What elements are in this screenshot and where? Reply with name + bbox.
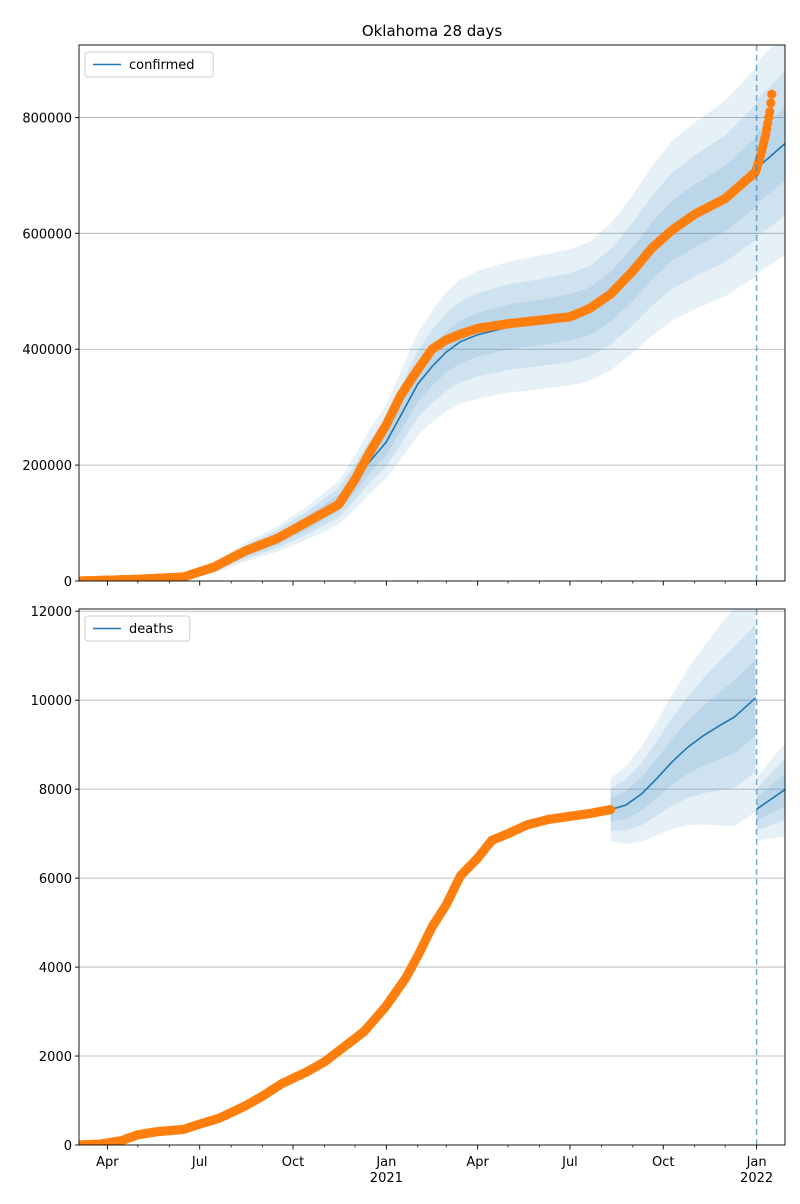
uncertainty-band <box>756 758 785 831</box>
uncertainty-band <box>79 45 785 581</box>
legend-label: deaths <box>129 622 174 637</box>
x-tick-label: Apr <box>96 1155 119 1170</box>
legend-box <box>84 615 191 642</box>
x-tick-label: Jul <box>191 1155 208 1170</box>
uncertainty-band <box>610 660 756 822</box>
x-tick-label: Jan <box>746 1155 767 1170</box>
y-tick-label: 0 <box>64 575 72 590</box>
data-point <box>605 805 616 815</box>
axes-frame <box>78 608 786 1146</box>
series-line-deaths-forecast <box>756 788 785 810</box>
data-point <box>766 98 776 108</box>
y-tick-label: 2000 <box>39 1050 72 1065</box>
uncertainty-band <box>610 609 756 844</box>
uncertainty-band <box>610 624 756 831</box>
y-tick-label: 4000 <box>39 961 72 976</box>
data-point <box>767 89 777 99</box>
x-tick-label: Oct <box>652 1155 674 1170</box>
uncertainty-band <box>756 742 785 841</box>
y-tick-label: 8000 <box>39 783 72 798</box>
series-line-deaths <box>610 697 757 811</box>
x-tick-label: Jul <box>561 1155 578 1170</box>
uncertainty-band <box>756 773 785 821</box>
y-tick-label: 800000 <box>22 111 72 126</box>
y-tick-label: 400000 <box>22 343 72 358</box>
x-tick-sublabel: 2021 <box>370 1171 403 1186</box>
data-point <box>765 107 775 117</box>
x-tick-label: Apr <box>466 1155 489 1170</box>
plot-area <box>79 609 785 1145</box>
y-tick-label: 10000 <box>31 694 72 709</box>
legend-label: confirmed <box>129 58 195 73</box>
y-tick-label: 12000 <box>31 605 72 620</box>
chart-title: Oklahoma 28 days <box>362 22 503 40</box>
x-tick-label: Jan <box>375 1155 396 1170</box>
y-tick-label: 600000 <box>22 227 72 242</box>
x-tick-sublabel: 2022 <box>740 1171 773 1186</box>
plot-area <box>79 45 785 581</box>
legend-box <box>84 51 214 78</box>
y-tick-label: 0 <box>64 1139 72 1154</box>
y-tick-label: 200000 <box>22 459 72 474</box>
panel-1: 0 200000 400000 600000 800000 Oklahoma 28 day… <box>22 22 786 590</box>
axes-frame <box>78 44 786 582</box>
y-tick-label: 6000 <box>39 872 72 887</box>
x-tick-label: Oct <box>282 1155 304 1170</box>
